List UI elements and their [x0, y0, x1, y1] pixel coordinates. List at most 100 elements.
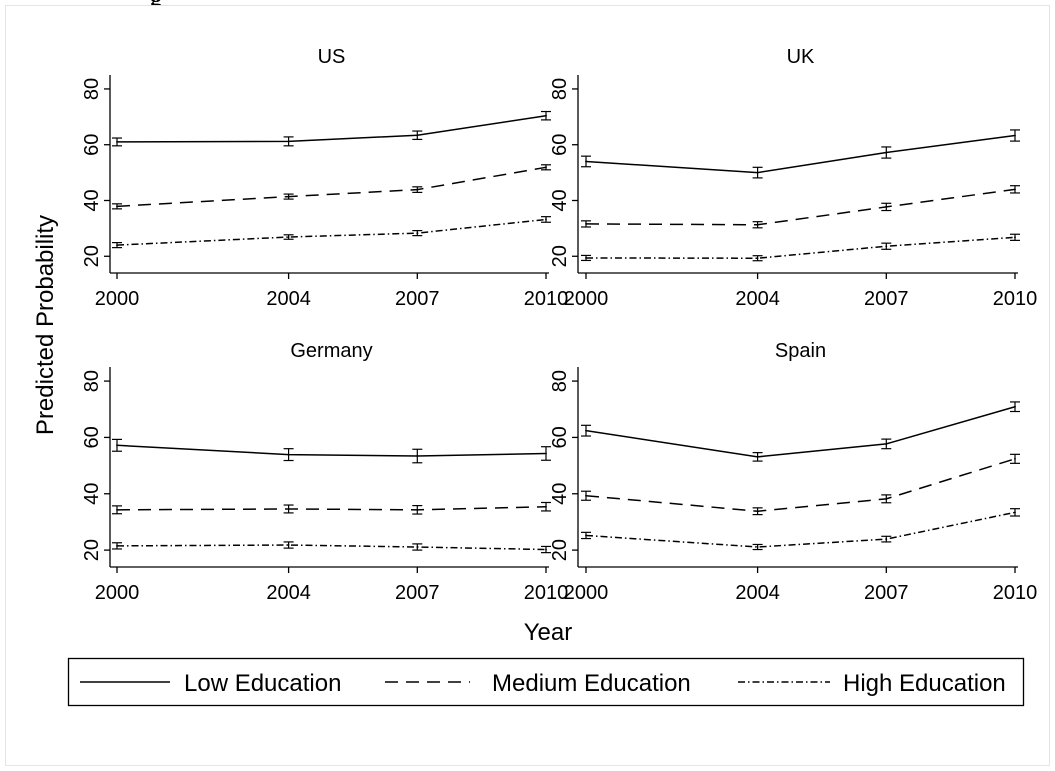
legend-entry-high-education: High Education — [738, 670, 1006, 697]
panel-us: US 20 40 60 80 2000 2004 2007 2010 — [81, 46, 568, 310]
data-point — [756, 223, 759, 226]
panel-uk: UK 20 40 60 80 2000 2004 2007 2010 — [549, 46, 1037, 310]
x-tick-label: 2007 — [395, 288, 440, 310]
x-tick-label: 2007 — [395, 582, 440, 604]
data-point — [287, 508, 290, 510]
data-point — [416, 134, 419, 137]
series-low-education — [581, 401, 1020, 462]
data-point — [885, 245, 888, 248]
data-point — [116, 141, 118, 143]
data-point — [1014, 405, 1016, 408]
series-high-education — [112, 541, 551, 554]
data-point — [756, 546, 759, 548]
data-point — [287, 236, 290, 238]
panel-spain: Spain 20 40 60 80 2000 2004 2007 2010 — [549, 340, 1037, 604]
data-point — [885, 497, 888, 500]
legend-entry-low-education: Low Education — [80, 670, 341, 697]
series-line — [116, 505, 547, 511]
series-medium-education — [112, 164, 551, 210]
legend-label: Medium Education — [492, 670, 691, 697]
y-tick-label: 40 — [549, 483, 571, 505]
data-point — [116, 544, 118, 547]
data-point — [585, 494, 587, 497]
x-axis-label: Year — [524, 619, 573, 646]
series-medium-education — [112, 501, 551, 515]
x-tick-label: 2010 — [524, 288, 569, 310]
series-high-education — [581, 233, 1020, 262]
legend-entry-medium-education: Medium Education — [385, 670, 691, 697]
data-point — [416, 455, 419, 457]
series-line — [585, 188, 1016, 226]
y-tick-label: 20 — [81, 245, 103, 267]
y-tick-label: 80 — [549, 78, 571, 100]
series-line — [585, 134, 1016, 174]
data-point — [885, 151, 888, 154]
data-point — [585, 534, 587, 537]
legend: Low Education Medium Education High Educat… — [67, 657, 1025, 707]
data-point — [585, 429, 587, 432]
data-point — [287, 544, 290, 546]
data-point — [756, 171, 759, 174]
y-tick-label: 40 — [549, 189, 571, 211]
series-line — [116, 166, 547, 208]
data-point — [116, 205, 118, 208]
y-tick-label: 80 — [549, 370, 571, 392]
data-point — [885, 538, 888, 541]
data-point — [287, 140, 290, 143]
legend-label: Low Education — [184, 670, 341, 697]
data-point — [756, 510, 759, 513]
data-point — [545, 505, 547, 508]
data-point — [1014, 134, 1016, 137]
x-tick-label: 2010 — [993, 288, 1038, 310]
x-tick-label: 2010 — [524, 582, 569, 604]
data-point — [545, 548, 547, 551]
series-high-education — [581, 508, 1020, 551]
x-tick-label: 2004 — [735, 582, 780, 604]
data-point — [885, 206, 888, 208]
x-tick-label: 2010 — [993, 582, 1038, 604]
panel-title: US — [318, 46, 346, 68]
series-line — [585, 405, 1016, 458]
data-point — [287, 453, 290, 456]
data-point — [756, 455, 759, 458]
panel-title: Germany — [290, 340, 372, 362]
x-tick-label: 2000 — [95, 288, 140, 310]
x-tick-label: 2007 — [864, 582, 909, 604]
y-tick-label: 60 — [549, 134, 571, 156]
data-point — [116, 244, 118, 247]
x-tick-label: 2007 — [864, 288, 909, 310]
data-point — [585, 160, 587, 163]
series-low-education — [112, 438, 551, 464]
series-line — [116, 444, 547, 457]
panel-title: UK — [787, 46, 815, 68]
data-point — [1014, 188, 1016, 191]
panel-title: Spain — [775, 340, 826, 362]
x-tick-label: 2000 — [564, 582, 609, 604]
data-point — [756, 257, 759, 260]
data-point — [416, 188, 419, 191]
series-line — [585, 511, 1016, 548]
x-tick-label: 2000 — [564, 288, 609, 310]
y-tick-label: 80 — [81, 370, 103, 392]
data-point — [1014, 236, 1016, 239]
data-point — [416, 508, 419, 511]
data-point — [545, 218, 547, 221]
data-point — [545, 114, 547, 117]
series-low-education — [581, 129, 1020, 179]
data-point — [1014, 457, 1016, 460]
figure-border — [5, 5, 1050, 766]
data-point — [885, 443, 888, 445]
y-tick-label: 40 — [81, 189, 103, 211]
y-tick-label: 40 — [81, 483, 103, 505]
y-tick-label: 60 — [81, 426, 103, 448]
data-point — [585, 223, 587, 225]
y-tick-label: 20 — [81, 539, 103, 561]
series-line — [585, 236, 1016, 259]
data-point — [116, 444, 118, 447]
legend-box — [67, 657, 1025, 707]
series-high-education — [112, 216, 551, 249]
series-medium-education — [581, 453, 1020, 516]
x-tick-label: 2000 — [95, 582, 140, 604]
x-tick-label: 2004 — [735, 288, 780, 310]
